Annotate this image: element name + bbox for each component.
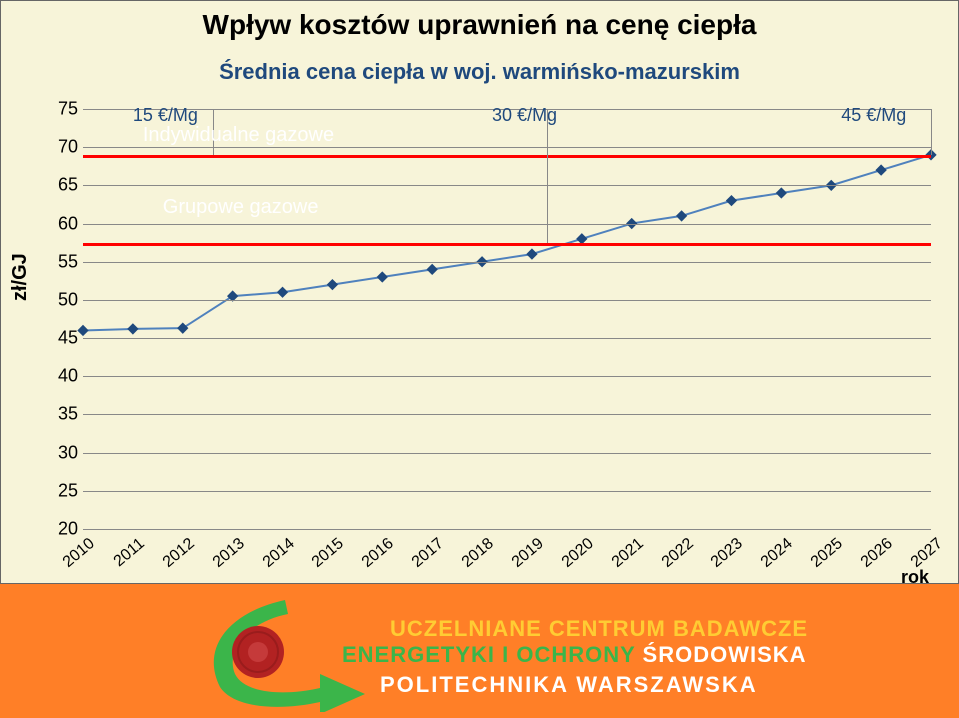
series-marker <box>177 323 188 334</box>
drop-line <box>931 109 932 155</box>
gridline <box>83 414 931 415</box>
drop-line <box>547 109 548 243</box>
series-marker <box>875 164 886 175</box>
series-marker <box>427 264 438 275</box>
y-tick-label: 45 <box>38 328 78 349</box>
x-tick-label: 2026 <box>839 535 897 587</box>
y-tick-label: 40 <box>38 366 78 387</box>
gridline <box>83 491 931 492</box>
x-tick-label: 2011 <box>91 535 149 587</box>
x-tick-label: 2012 <box>141 535 199 587</box>
series-marker <box>377 271 388 282</box>
gridline <box>83 529 931 530</box>
x-tick-label: 2014 <box>241 535 299 587</box>
gridline <box>83 338 931 339</box>
x-tick-label: 2017 <box>390 535 448 587</box>
gridline <box>83 262 931 263</box>
y-tick-label: 35 <box>38 404 78 425</box>
y-tick-label: 65 <box>38 175 78 196</box>
gridline <box>83 147 931 148</box>
x-tick-label: 2019 <box>490 535 548 587</box>
y-axis-label: zł/GJ <box>9 253 32 301</box>
series-marker <box>726 195 737 206</box>
series-marker <box>327 279 338 290</box>
y-tick-label: 25 <box>38 480 78 501</box>
chart-annotation: 30 €/Mg <box>492 105 557 126</box>
chart-title: Wpływ kosztów uprawnień na cenę ciepła <box>1 9 958 41</box>
y-tick-label: 30 <box>38 442 78 463</box>
footer-line-2a: ENERGETYKI I OCHRONY <box>342 642 635 667</box>
chart-annotation: 15 €/Mg <box>133 105 198 126</box>
gridline <box>83 185 931 186</box>
series-marker <box>127 323 138 334</box>
gridline <box>83 224 931 225</box>
x-tick-label: 2024 <box>739 535 797 587</box>
footer-line-2: ENERGETYKI I OCHRONY ŚRODOWISKA <box>342 642 807 668</box>
x-tick-label: 2013 <box>191 535 249 587</box>
series-marker <box>526 248 537 259</box>
series-marker <box>77 325 88 336</box>
gridline <box>83 376 931 377</box>
gridline <box>83 453 931 454</box>
x-tick-label: 2023 <box>690 535 748 587</box>
y-tick-label: 20 <box>38 519 78 540</box>
y-tick-label: 55 <box>38 251 78 272</box>
plot-area: 15 €/Mg30 €/Mg45 €/MgIndywidualne gazowe… <box>83 109 931 529</box>
x-tick-label: 2021 <box>590 535 648 587</box>
reference-line <box>83 243 931 246</box>
x-tick-label: 2010 <box>41 535 99 587</box>
gridline <box>83 300 931 301</box>
series-marker <box>676 210 687 221</box>
y-tick-label: 70 <box>38 137 78 158</box>
x-tick-label: 2018 <box>440 535 498 587</box>
x-tick-label: 2022 <box>640 535 698 587</box>
footer-line-1: UCZELNIANE CENTRUM BADAWCZE <box>390 616 808 642</box>
y-tick-label: 75 <box>38 99 78 120</box>
y-tick-label: 60 <box>38 213 78 234</box>
x-tick-label: 2020 <box>540 535 598 587</box>
chart-annotation: Indywidualne gazowe <box>143 124 334 147</box>
x-tick-label: 2015 <box>290 535 348 587</box>
footer-line-3: POLITECHNIKA WARSZAWSKA <box>380 672 758 698</box>
chart-annotation: 45 €/Mg <box>841 105 906 126</box>
x-tick-label: 2016 <box>340 535 398 587</box>
y-tick-label: 50 <box>38 289 78 310</box>
series-marker <box>776 187 787 198</box>
footer-block: UCZELNIANE CENTRUM BADAWCZE ENERGETYKI I… <box>190 592 890 712</box>
reference-line <box>83 155 931 158</box>
chart-panel: Wpływ kosztów uprawnień na cenę ciepła Ś… <box>0 0 959 584</box>
series-marker <box>277 287 288 298</box>
chart-annotation: Grupowe gazowe <box>163 196 319 219</box>
footer-line-2b: ŚRODOWISKA <box>635 642 806 667</box>
x-tick-label: 2025 <box>789 535 847 587</box>
chart-subtitle: Średnia cena ciepła w woj. warmińsko-maz… <box>1 59 958 85</box>
line-series-svg <box>83 109 931 529</box>
